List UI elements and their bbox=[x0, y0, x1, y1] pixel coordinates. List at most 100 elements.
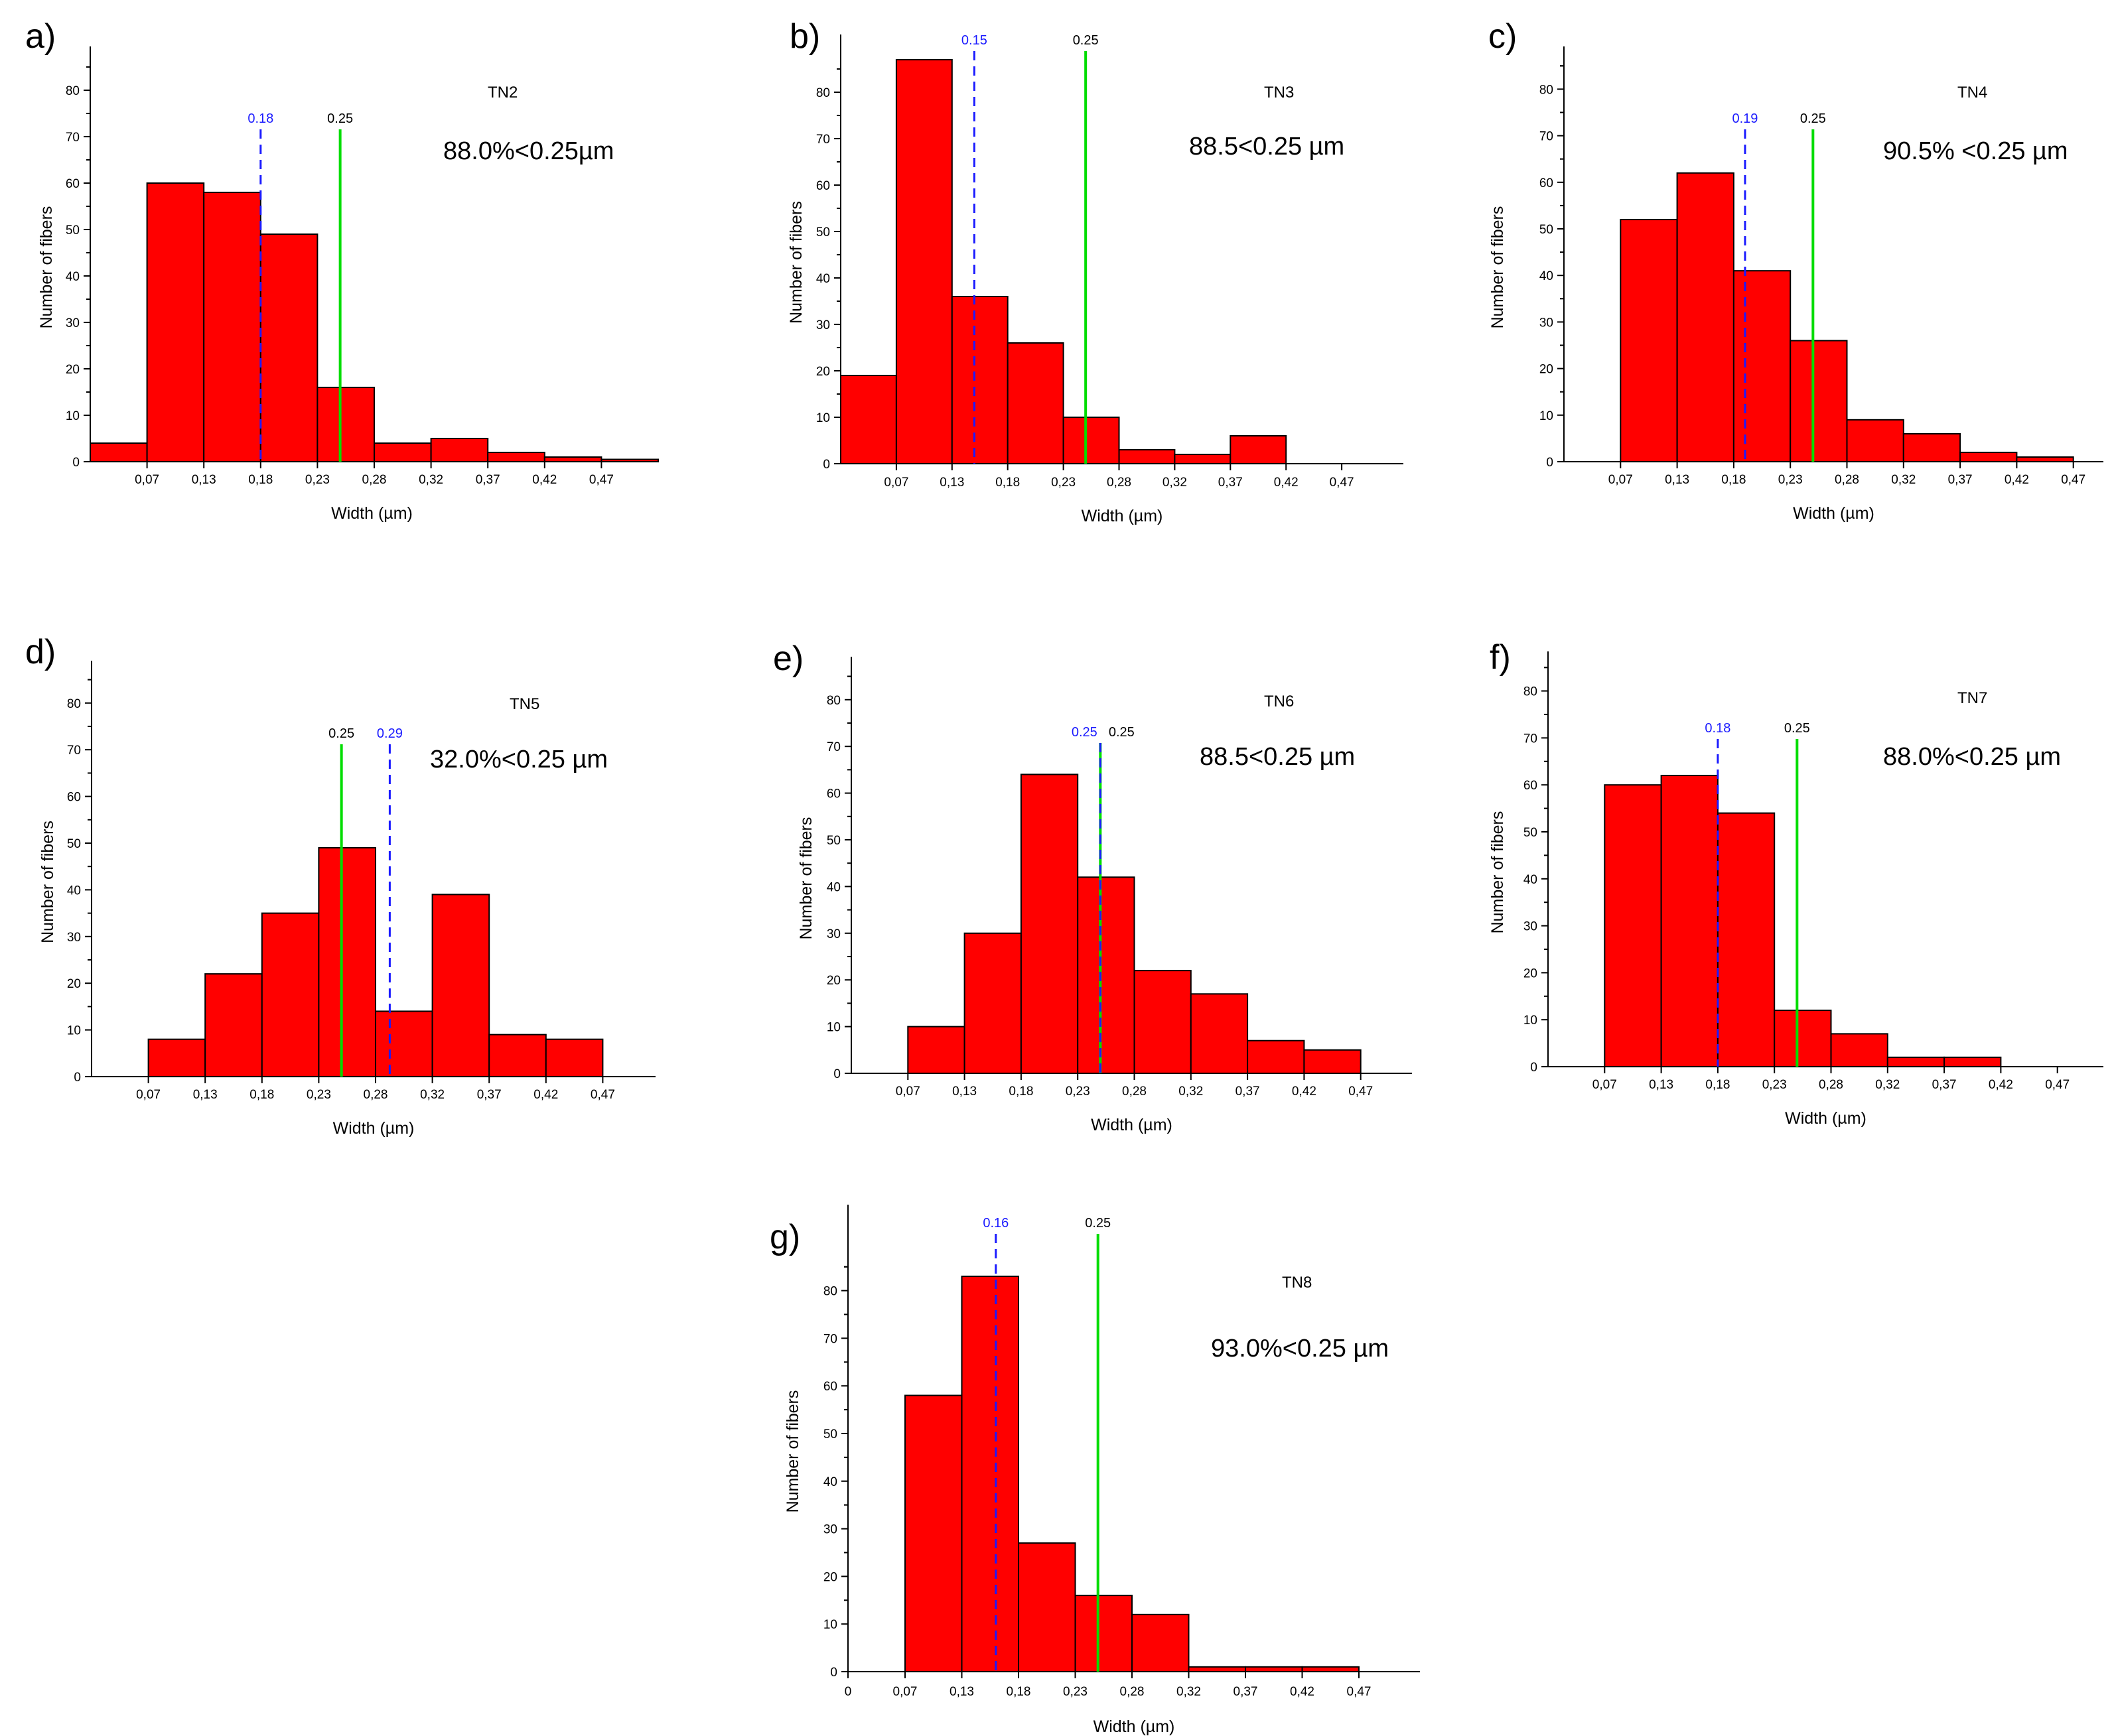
x-axis-title: Width (µm) bbox=[333, 1119, 415, 1138]
x-tick-label: 0,07 bbox=[1592, 1078, 1617, 1092]
x-tick-label: 0,13 bbox=[952, 1085, 977, 1099]
x-tick-label: 0,42 bbox=[532, 473, 557, 487]
y-axis-title: Number of fibers bbox=[787, 201, 806, 324]
y-tick-label: 30 bbox=[1523, 920, 1537, 934]
x-tick-label: 0,28 bbox=[1120, 1685, 1145, 1699]
histogram-bar bbox=[1188, 1666, 1246, 1673]
histogram-bar bbox=[1245, 1666, 1303, 1673]
y-tick-label: 60 bbox=[1539, 176, 1553, 190]
histogram-bar bbox=[1790, 340, 1848, 462]
y-tick-label: 40 bbox=[66, 270, 80, 284]
histogram-panel-e: 0 10 20 30 40 50 60 70 80 0,07 0,13 0,18 0,23 0,28 0,3… bbox=[773, 639, 1412, 1134]
histogram-bar bbox=[1174, 454, 1232, 464]
x-tick-label: 0,42 bbox=[1290, 1685, 1314, 1699]
panel-label: g) bbox=[770, 1218, 800, 1256]
y-tick-label: 0 bbox=[1546, 456, 1553, 470]
histogram-bar bbox=[90, 442, 148, 462]
y-tick-label: 10 bbox=[1523, 1014, 1537, 1028]
y-tick-label: 60 bbox=[816, 179, 830, 193]
histogram-bar bbox=[543, 456, 602, 462]
x-tick-label: 0,23 bbox=[1051, 476, 1076, 490]
x-tick-label: 0,28 bbox=[1835, 473, 1859, 487]
y-tick-label: 40 bbox=[1539, 269, 1553, 283]
x-tick-label: 0,37 bbox=[1233, 1685, 1258, 1699]
y-tick-label: 30 bbox=[67, 931, 81, 945]
x-tick-label: 0,42 bbox=[1292, 1085, 1316, 1099]
histogram-bar bbox=[961, 1276, 1019, 1673]
y-tick-label: 70 bbox=[1539, 130, 1553, 144]
histogram-bar bbox=[1133, 970, 1192, 1074]
sample-name: TN5 bbox=[510, 695, 539, 713]
histogram-bar bbox=[1620, 218, 1678, 462]
histogram-bar bbox=[545, 1038, 604, 1078]
y-tick-label: 0 bbox=[74, 1071, 81, 1085]
y-tick-label: 50 bbox=[1539, 223, 1553, 237]
mean-line-label: 0.16 bbox=[983, 1216, 1009, 1231]
fraction-annotation: 88.5<0.25 µm bbox=[1189, 133, 1344, 161]
y-tick-label: 40 bbox=[823, 1475, 837, 1489]
y-tick-label: 30 bbox=[827, 927, 841, 941]
x-tick-label: 0,47 bbox=[1347, 1685, 1372, 1699]
x-tick-label: 0,13 bbox=[950, 1685, 974, 1699]
y-tick-label: 70 bbox=[67, 744, 81, 758]
x-tick-label: 0,47 bbox=[591, 1088, 615, 1102]
y-tick-label: 10 bbox=[1539, 409, 1553, 423]
y-tick-label: 30 bbox=[1539, 316, 1553, 330]
y-tick-label: 80 bbox=[827, 694, 841, 708]
x-tick-label: 0,23 bbox=[1778, 473, 1803, 487]
histogram-panel-f: 0 10 20 30 40 50 60 70 80 0,07 0,13 0,18 0,23 0,28 0,3… bbox=[1488, 638, 2103, 1128]
mean-line-label: 0.18 bbox=[1705, 721, 1730, 736]
x-tick-label: 0,32 bbox=[419, 473, 443, 487]
x-tick-label: 0,28 bbox=[362, 473, 387, 487]
x-tick-label: 0,32 bbox=[1176, 1685, 1201, 1699]
x-tick-label: 0,47 bbox=[1330, 476, 1354, 490]
x-tick-label: 0,32 bbox=[1178, 1085, 1203, 1099]
x-tick-label: 0,23 bbox=[305, 473, 330, 487]
histogram-bar bbox=[840, 375, 897, 464]
histogram-bar bbox=[1062, 417, 1120, 464]
y-tick-label: 20 bbox=[1523, 967, 1537, 980]
histogram-bar bbox=[904, 1394, 963, 1673]
histogram-bar bbox=[951, 296, 1009, 464]
y-tick-label: 70 bbox=[66, 131, 80, 145]
histogram-bar bbox=[488, 1034, 547, 1078]
y-tick-label: 20 bbox=[66, 363, 80, 377]
panel-label: c) bbox=[1488, 17, 1517, 56]
y-axis-title: Number of fibers bbox=[797, 817, 815, 940]
x-tick-label: 0,37 bbox=[476, 473, 500, 487]
y-tick-label: 30 bbox=[823, 1523, 837, 1537]
fraction-annotation: 88.0%<0.25µm bbox=[443, 137, 614, 165]
histogram-bar bbox=[1604, 784, 1662, 1067]
x-tick-label: 0,13 bbox=[1649, 1078, 1673, 1092]
x-tick-label: 0,13 bbox=[1665, 473, 1689, 487]
y-tick-label: 10 bbox=[67, 1024, 81, 1038]
histogram-bar bbox=[2016, 456, 2074, 462]
y-tick-label: 50 bbox=[1523, 826, 1537, 840]
y-tick-label: 30 bbox=[816, 318, 830, 332]
y-tick-label: 60 bbox=[827, 787, 841, 801]
histogram-bar bbox=[1230, 435, 1287, 464]
y-tick-label: 0 bbox=[1530, 1061, 1537, 1075]
threshold-line-label: 0.25 bbox=[1085, 1216, 1111, 1231]
y-tick-label: 0 bbox=[72, 456, 80, 470]
x-tick-label: 0,07 bbox=[884, 476, 908, 490]
histogram-bar bbox=[963, 932, 1022, 1075]
histogram-bar bbox=[374, 442, 432, 462]
y-tick-label: 20 bbox=[67, 977, 81, 991]
histogram-bar bbox=[317, 387, 375, 462]
histogram-panel-c: 0 10 20 30 40 50 60 70 80 0,07 0,13 0,18 0,23 0,28 0,3… bbox=[1488, 17, 2103, 523]
x-tick-label: 0,18 bbox=[248, 473, 273, 487]
sample-name: TN2 bbox=[488, 84, 518, 101]
mean-line-label: 0.18 bbox=[247, 111, 273, 126]
x-tick-label: 0 bbox=[845, 1685, 852, 1699]
sample-name: TN4 bbox=[1957, 84, 1987, 101]
histogram-bar bbox=[1074, 1595, 1133, 1673]
histogram-bar bbox=[259, 234, 318, 462]
x-tick-label: 0,07 bbox=[136, 1088, 161, 1102]
histogram-bar bbox=[1660, 775, 1719, 1068]
y-tick-label: 50 bbox=[67, 837, 81, 851]
y-tick-label: 40 bbox=[827, 880, 841, 894]
mean-line-label: 0.19 bbox=[1732, 111, 1758, 126]
x-tick-label: 0,28 bbox=[1819, 1078, 1843, 1092]
histogram-bar bbox=[487, 452, 545, 462]
